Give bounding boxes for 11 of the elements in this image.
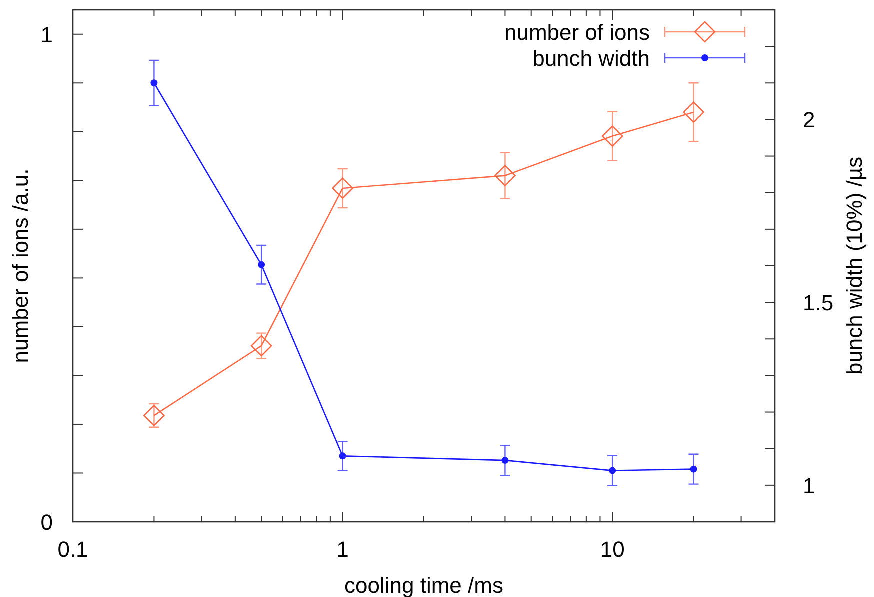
legend-label: number of ions: [504, 20, 650, 45]
x-tick-label: 1: [336, 537, 349, 562]
y-axis-title: number of ions /a.u.: [8, 168, 33, 364]
y2-tick-label: 1: [803, 473, 816, 498]
y2-tick-label: 1.5: [803, 290, 834, 316]
x-tick-label: 10: [600, 537, 625, 562]
y-tick-label: 0: [40, 510, 53, 535]
legend-label: bunch width: [532, 46, 650, 71]
x-tick-label: 0.1: [58, 537, 88, 562]
y2-axis-title: bunch width (10%) /µs: [842, 156, 867, 376]
y2-tick-label: 2: [803, 108, 816, 133]
